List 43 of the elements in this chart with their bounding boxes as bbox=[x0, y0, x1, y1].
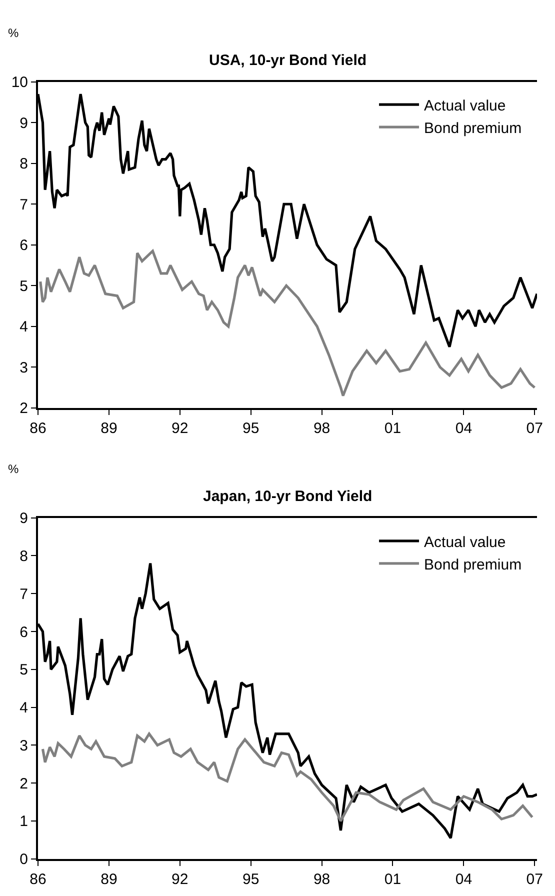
chart-title: USA, 10-yr Bond Yield bbox=[209, 52, 367, 69]
x-tick-label: 98 bbox=[313, 420, 330, 437]
chart-title: Japan, 10-yr Bond Yield bbox=[203, 488, 372, 505]
y-tick-label: 0 bbox=[20, 851, 28, 868]
x-tick-label: 04 bbox=[455, 870, 472, 888]
y-tick-label: 6 bbox=[20, 237, 28, 254]
y-tick-label: 9 bbox=[20, 114, 28, 132]
x-tick-label: 86 bbox=[30, 870, 46, 888]
y-axis-title: % bbox=[8, 462, 19, 476]
y-tick-label: 5 bbox=[20, 662, 28, 679]
y-tick-label: 4 bbox=[20, 700, 28, 717]
y-tick-label: 8 bbox=[20, 548, 28, 565]
x-tick-label: 04 bbox=[455, 420, 472, 437]
x-tick-label: 95 bbox=[242, 870, 260, 888]
y-tick-label: 1 bbox=[20, 813, 28, 830]
y-tick-label: 7 bbox=[20, 196, 28, 214]
x-tick-label: 95 bbox=[242, 420, 260, 437]
x-tick-label: 92 bbox=[172, 420, 188, 437]
y-tick-label: 3 bbox=[20, 359, 28, 376]
y-tick-label: 5 bbox=[20, 278, 28, 295]
y-tick-label: 8 bbox=[20, 156, 28, 173]
x-tick-label: 89 bbox=[100, 870, 118, 888]
y-tick-label: 3 bbox=[20, 737, 28, 754]
y-tick-label: 2 bbox=[20, 400, 28, 418]
x-tick-label: 89 bbox=[100, 420, 118, 437]
x-tick-label: 92 bbox=[172, 870, 188, 888]
y-tick-label: 10 bbox=[11, 74, 28, 92]
x-tick-label: 07 bbox=[526, 870, 543, 888]
y-tick-label: 4 bbox=[20, 318, 28, 336]
y-axis-title: % bbox=[8, 26, 19, 40]
legend-label: Bond premium bbox=[424, 120, 522, 137]
x-tick-label: 07 bbox=[526, 420, 543, 437]
y-tick-label: 2 bbox=[20, 775, 28, 792]
x-tick-label: 98 bbox=[313, 870, 330, 888]
x-tick-label: 01 bbox=[384, 420, 402, 437]
x-tick-label: 01 bbox=[384, 870, 402, 888]
y-tick-label: 7 bbox=[20, 586, 28, 603]
x-tick-label: 86 bbox=[30, 420, 46, 437]
y-tick-label: 9 bbox=[20, 510, 28, 528]
legend-label: Actual value bbox=[424, 97, 506, 114]
legend-label: Actual value bbox=[424, 534, 506, 551]
y-tick-label: 6 bbox=[20, 624, 28, 641]
legend-label: Bond premium bbox=[424, 556, 522, 574]
